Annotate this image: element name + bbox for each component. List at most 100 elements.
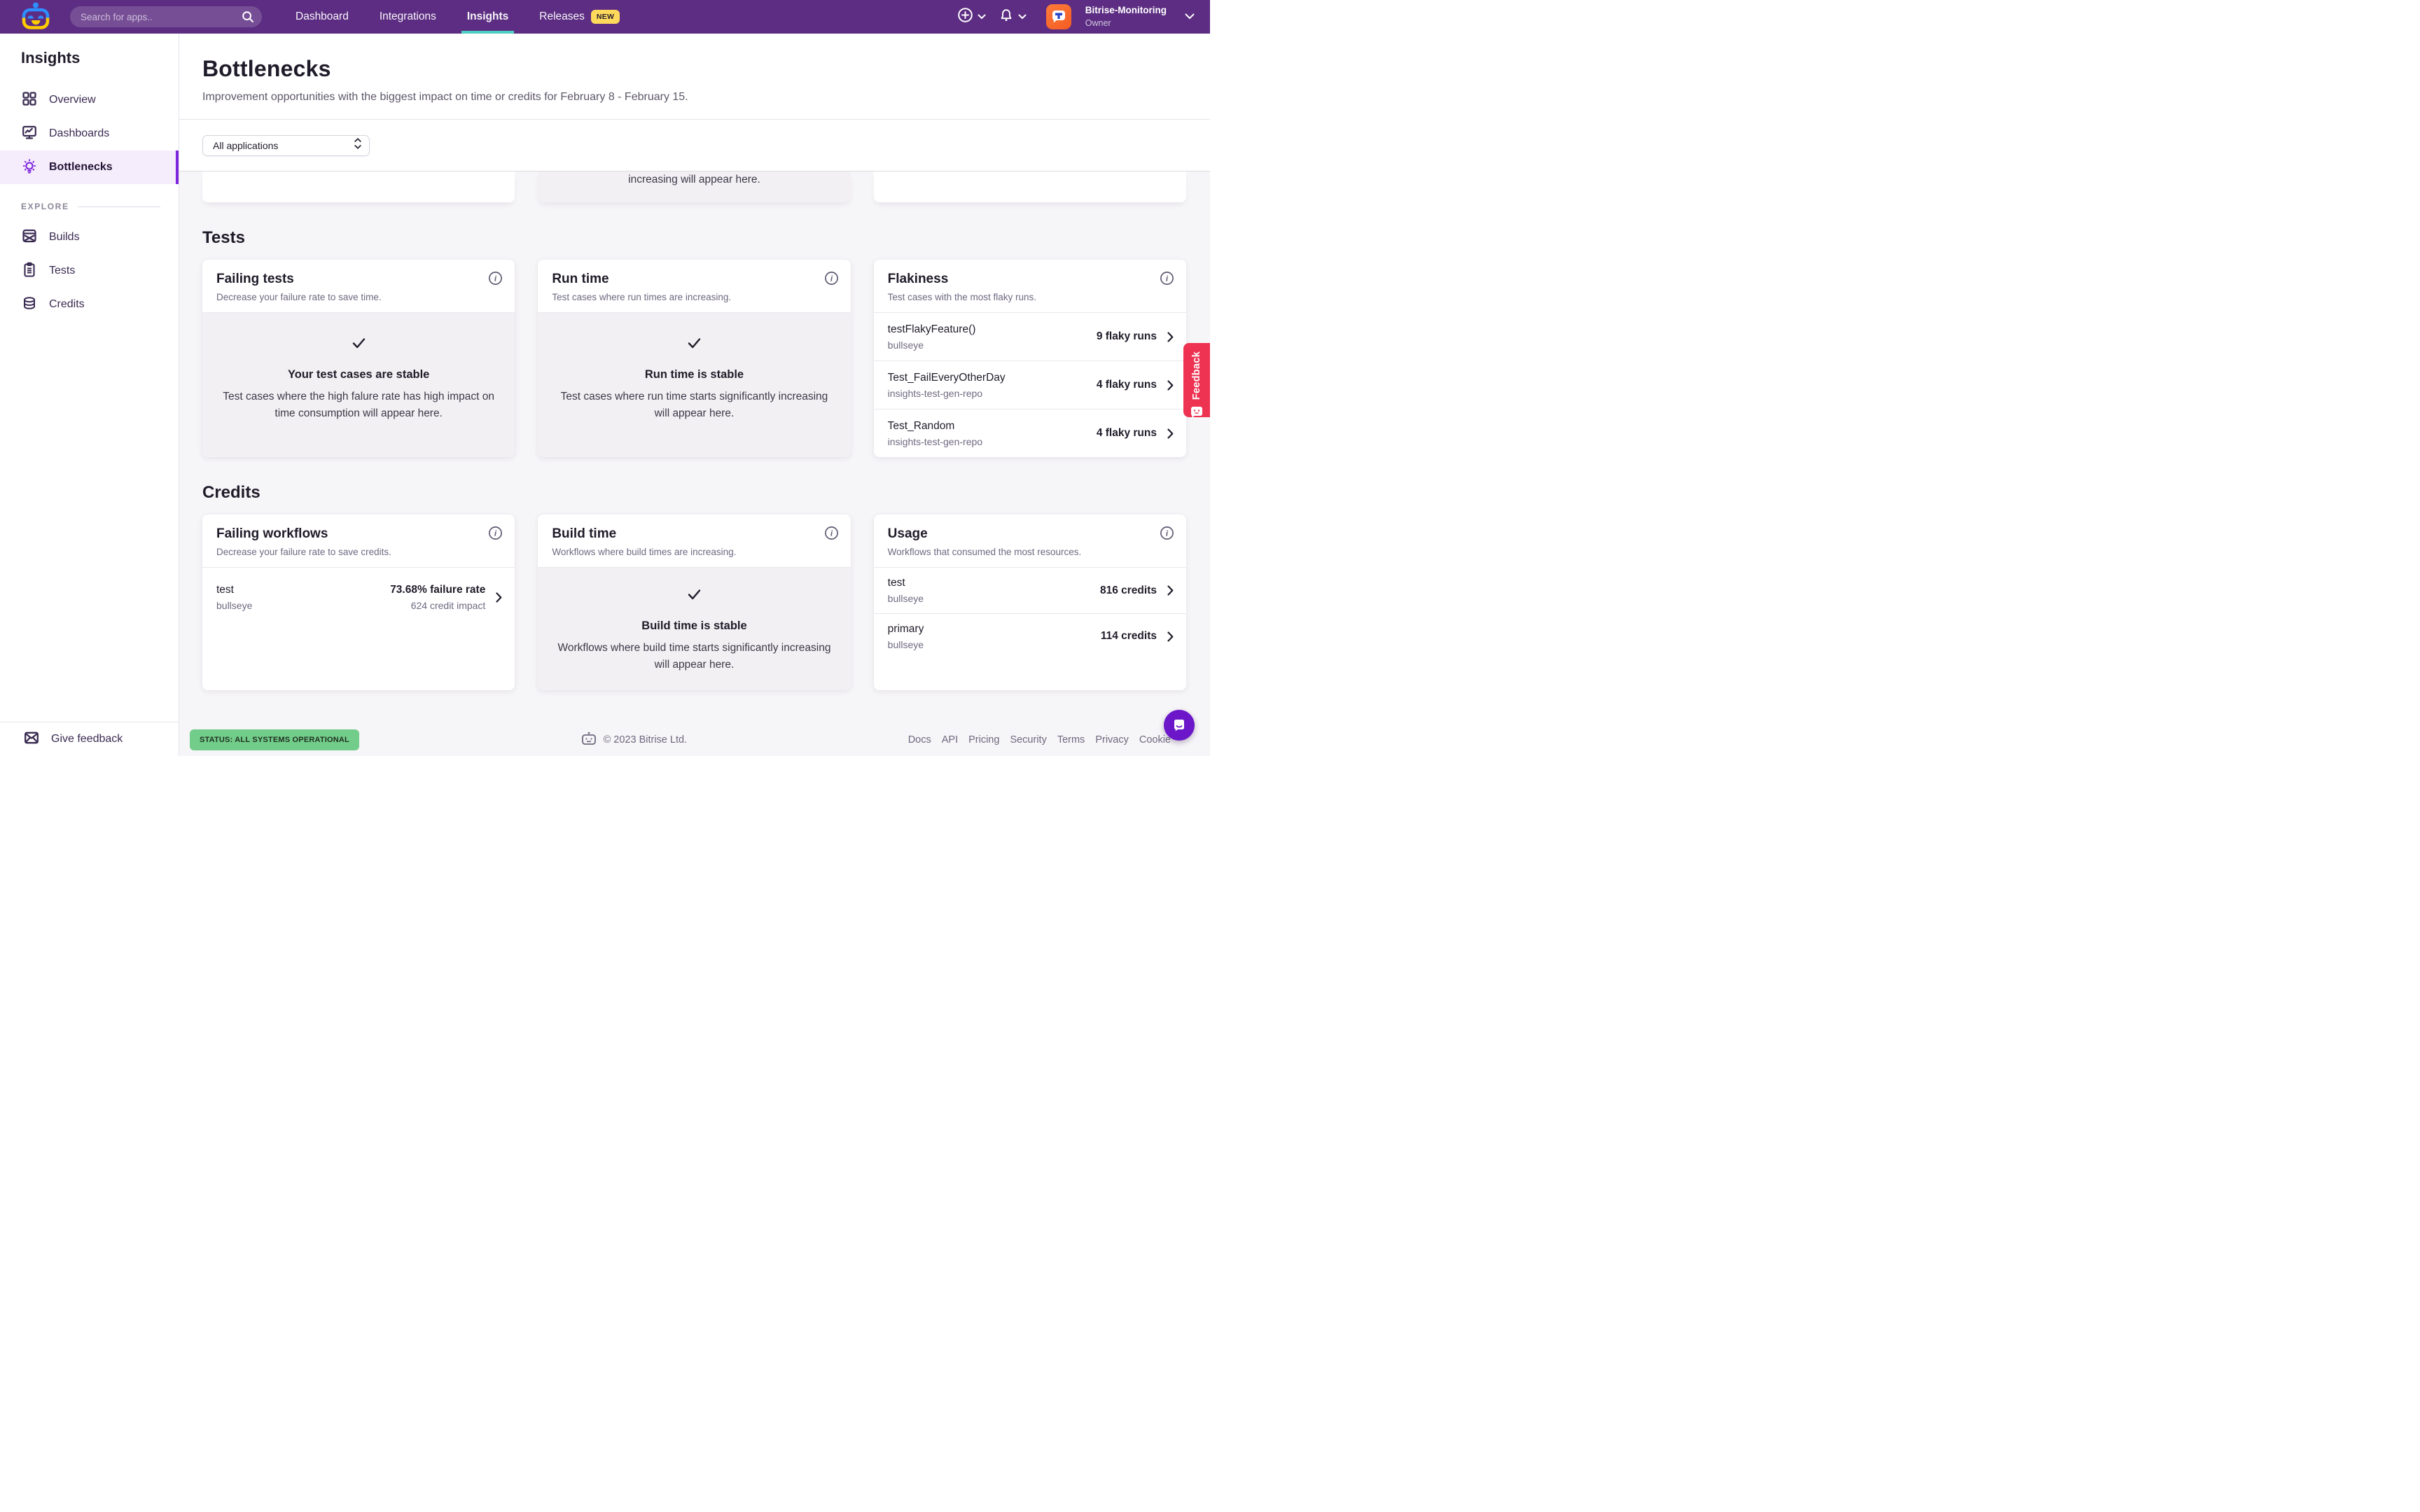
notifications-menu[interactable] — [996, 5, 1029, 29]
card-subtitle: Test cases where run times are increasin… — [552, 292, 732, 302]
footer-link-api[interactable]: API — [941, 734, 959, 746]
card-title: Flakiness — [887, 272, 949, 286]
builds-icon — [21, 227, 38, 248]
sidebar-item-overview[interactable]: Overview — [0, 83, 179, 117]
footer-link-security[interactable]: Security — [1010, 734, 1047, 746]
app-name: insights-test-gen-repo — [887, 435, 983, 447]
chevron-down-icon — [1018, 10, 1027, 23]
chevron-right-icon — [1167, 379, 1174, 391]
info-icon[interactable]: i — [824, 271, 839, 286]
feedback-side-tab[interactable]: Feedback — [1183, 343, 1210, 419]
system-status-badge[interactable]: STATUS: ALL SYSTEMS OPERATIONAL — [190, 729, 359, 750]
row-value: 114 credits — [1101, 630, 1157, 643]
copyright-text: © 2023 Bitrise Ltd. — [603, 734, 688, 746]
bell-icon — [999, 8, 1014, 27]
info-icon[interactable]: i — [1160, 526, 1174, 540]
footer-link-docs[interactable]: Docs — [908, 734, 931, 746]
info-icon[interactable]: i — [488, 271, 503, 286]
workflow-name: test — [887, 577, 905, 589]
plus-circle-icon — [957, 7, 973, 27]
usage-row[interactable]: primary bullseye 114 credits — [873, 613, 1186, 659]
info-icon[interactable]: i — [824, 526, 839, 540]
nav-item-dashboard[interactable]: Dashboard — [295, 0, 349, 34]
give-feedback-button[interactable]: Give feedback — [0, 722, 179, 756]
card-title: Usage — [887, 526, 928, 541]
svg-text:i: i — [1166, 274, 1169, 284]
bitrise-logo-icon[interactable] — [20, 1, 52, 32]
account-switcher[interactable]: Bitrise-Monitoring Owner — [1085, 5, 1167, 29]
card-body: test bullseye 816 credits — [873, 567, 1186, 690]
sidebar-item-credits[interactable]: Credits — [0, 288, 179, 321]
sidebar-item-label: Bottlenecks — [49, 161, 113, 173]
nav-item-releases[interactable]: Releases NEW — [539, 0, 620, 34]
card-header: Failing tests Decrease your failure rate… — [202, 260, 515, 312]
svg-text:i: i — [494, 274, 497, 284]
sidebar-item-builds[interactable]: Builds — [0, 220, 179, 254]
row-value: 816 credits — [1100, 584, 1157, 597]
workspace-avatar[interactable] — [1045, 4, 1071, 29]
sidebar-item-bottlenecks[interactable]: Bottlenecks — [0, 150, 179, 184]
empty-state: Your test cases are stable Test cases wh… — [202, 313, 515, 457]
flaky-runs-count: 9 flaky runs — [1096, 330, 1157, 342]
card-title: Failing tests — [216, 272, 294, 286]
chevron-right-icon — [1167, 585, 1174, 596]
workspace-name: Bitrise-Monitoring — [1085, 4, 1167, 15]
sidebar-item-tests[interactable]: Tests — [0, 254, 179, 288]
page-footer: STATUS: ALL SYSTEMS OPERATIONAL © 2023 B… — [190, 729, 1186, 750]
search-icon[interactable] — [242, 10, 254, 27]
check-icon — [686, 336, 702, 354]
chevron-right-icon — [1167, 428, 1174, 439]
svg-text:i: i — [830, 528, 833, 538]
failing-workflow-row[interactable]: test bullseye 73.68% failure rate 624 cr… — [202, 568, 515, 626]
add-new-menu[interactable] — [954, 4, 989, 29]
cutoff-card — [873, 172, 1186, 202]
footer-link-cookie[interactable]: Cookie — [1139, 734, 1171, 746]
app-name: bullseye — [216, 599, 253, 611]
row-text: Test_Random insights-test-gen-repo — [888, 420, 1097, 447]
credits-count: 816 credits — [1099, 584, 1157, 596]
flaky-test-row[interactable]: Test_Random insights-test-gen-repo 4 fla… — [873, 409, 1186, 457]
footer-link-terms[interactable]: Terms — [1057, 734, 1085, 746]
app-name: insights-test-gen-repo — [887, 387, 983, 399]
empty-state-text: Workflows where build time starts signif… — [557, 642, 831, 671]
feedback-tab-label: Feedback — [1191, 351, 1202, 400]
copyright: © 2023 Bitrise Ltd. — [359, 732, 908, 748]
test-name: Test_Random — [887, 419, 955, 432]
row-text: test bullseye — [216, 584, 390, 611]
nav-item-integrations[interactable]: Integrations — [380, 0, 436, 34]
flaky-test-row[interactable]: testFlakyFeature() bullseye 9 flaky runs — [874, 313, 1186, 360]
explore-nav: Builds Tests — [0, 220, 179, 321]
row-text: testFlakyFeature() bullseye — [888, 323, 1097, 351]
search-input[interactable] — [70, 11, 262, 22]
nav-item-label: Integrations — [379, 10, 436, 22]
footer-link-privacy[interactable]: Privacy — [1095, 734, 1129, 746]
sidebar-item-label: Dashboards — [49, 127, 110, 139]
sidebar-nav: Overview Dashboards — [0, 83, 179, 184]
application-filter-select[interactable]: All applications — [202, 134, 370, 156]
row-value: 4 flaky runs — [1097, 379, 1157, 391]
info-icon[interactable]: i — [1160, 271, 1174, 286]
chevron-down-icon[interactable] — [1185, 10, 1195, 23]
credit-impact: 624 credit impact — [410, 599, 486, 611]
card-subtitle: Test cases with the most flaky runs. — [887, 292, 1036, 302]
card-subtitle: Decrease your failure rate to save credi… — [216, 547, 391, 557]
check-icon — [351, 336, 367, 354]
credits-icon — [21, 295, 38, 315]
give-feedback-label: Give feedback — [51, 733, 123, 745]
card-header: Build time Workflows where build times a… — [538, 514, 850, 567]
chat-launcher-button[interactable] — [1164, 710, 1195, 741]
nav-item-insights[interactable]: Insights — [461, 0, 515, 34]
sidebar-item-dashboards[interactable]: Dashboards — [0, 117, 179, 150]
credits-count: 114 credits — [1100, 630, 1157, 642]
page-subtitle: Improvement opportunities with the bigge… — [202, 91, 688, 103]
card-filler — [202, 626, 515, 690]
flaky-test-row[interactable]: Test_FailEveryOtherDay insights-test-gen… — [873, 360, 1186, 409]
info-icon[interactable]: i — [488, 526, 503, 540]
usage-row[interactable]: test bullseye 816 credits — [874, 568, 1186, 613]
sidebar-item-label: Credits — [49, 298, 85, 310]
flakiness-card: Flakiness Test cases with the most flaky… — [873, 260, 1186, 457]
cutoff-card: increasing will appear here. — [538, 172, 851, 202]
empty-state-text: Test cases where run time starts signifi… — [560, 391, 828, 420]
check-icon — [686, 587, 702, 605]
footer-link-pricing[interactable]: Pricing — [968, 734, 1000, 746]
